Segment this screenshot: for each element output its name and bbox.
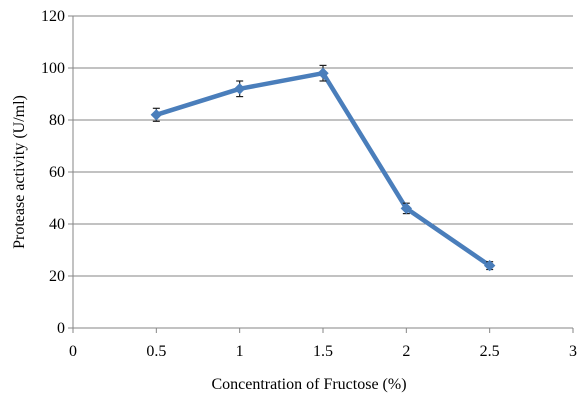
x-tick-label: 2.5 (480, 343, 500, 360)
y-tick-label: 60 (49, 164, 65, 181)
y-tick-label: 100 (41, 60, 65, 77)
x-axis-title: Concentration of Fructose (%) (211, 376, 406, 393)
data-point-marker (400, 202, 413, 215)
gridlines (73, 15, 573, 277)
x-tick-label: 3 (569, 343, 577, 360)
y-tick-label: 120 (41, 8, 65, 25)
y-axis-title: Protease activity (U/ml) (11, 95, 28, 249)
series (150, 64, 496, 272)
data-point-marker (233, 83, 246, 95)
x-tick-label: 0 (69, 343, 77, 360)
x-tick-label: 1 (236, 343, 244, 360)
data-point-marker (483, 259, 496, 272)
axis-ticks: 0 20 40 60 80 100 120 0 0.5 1 1.5 2 2.5 3 (41, 8, 577, 360)
y-tick-label: 0 (57, 320, 65, 337)
data-point-marker (317, 67, 329, 79)
y-tick-label: 80 (49, 112, 65, 129)
series-line (154, 70, 492, 268)
y-tick-label: 40 (49, 216, 65, 233)
x-tick-label: 1.5 (313, 343, 333, 360)
data-point-marker (150, 109, 163, 121)
x-tick-label: 0.5 (146, 343, 166, 360)
y-tick-label: 20 (49, 268, 65, 285)
x-tick-label: 2 (402, 343, 410, 360)
